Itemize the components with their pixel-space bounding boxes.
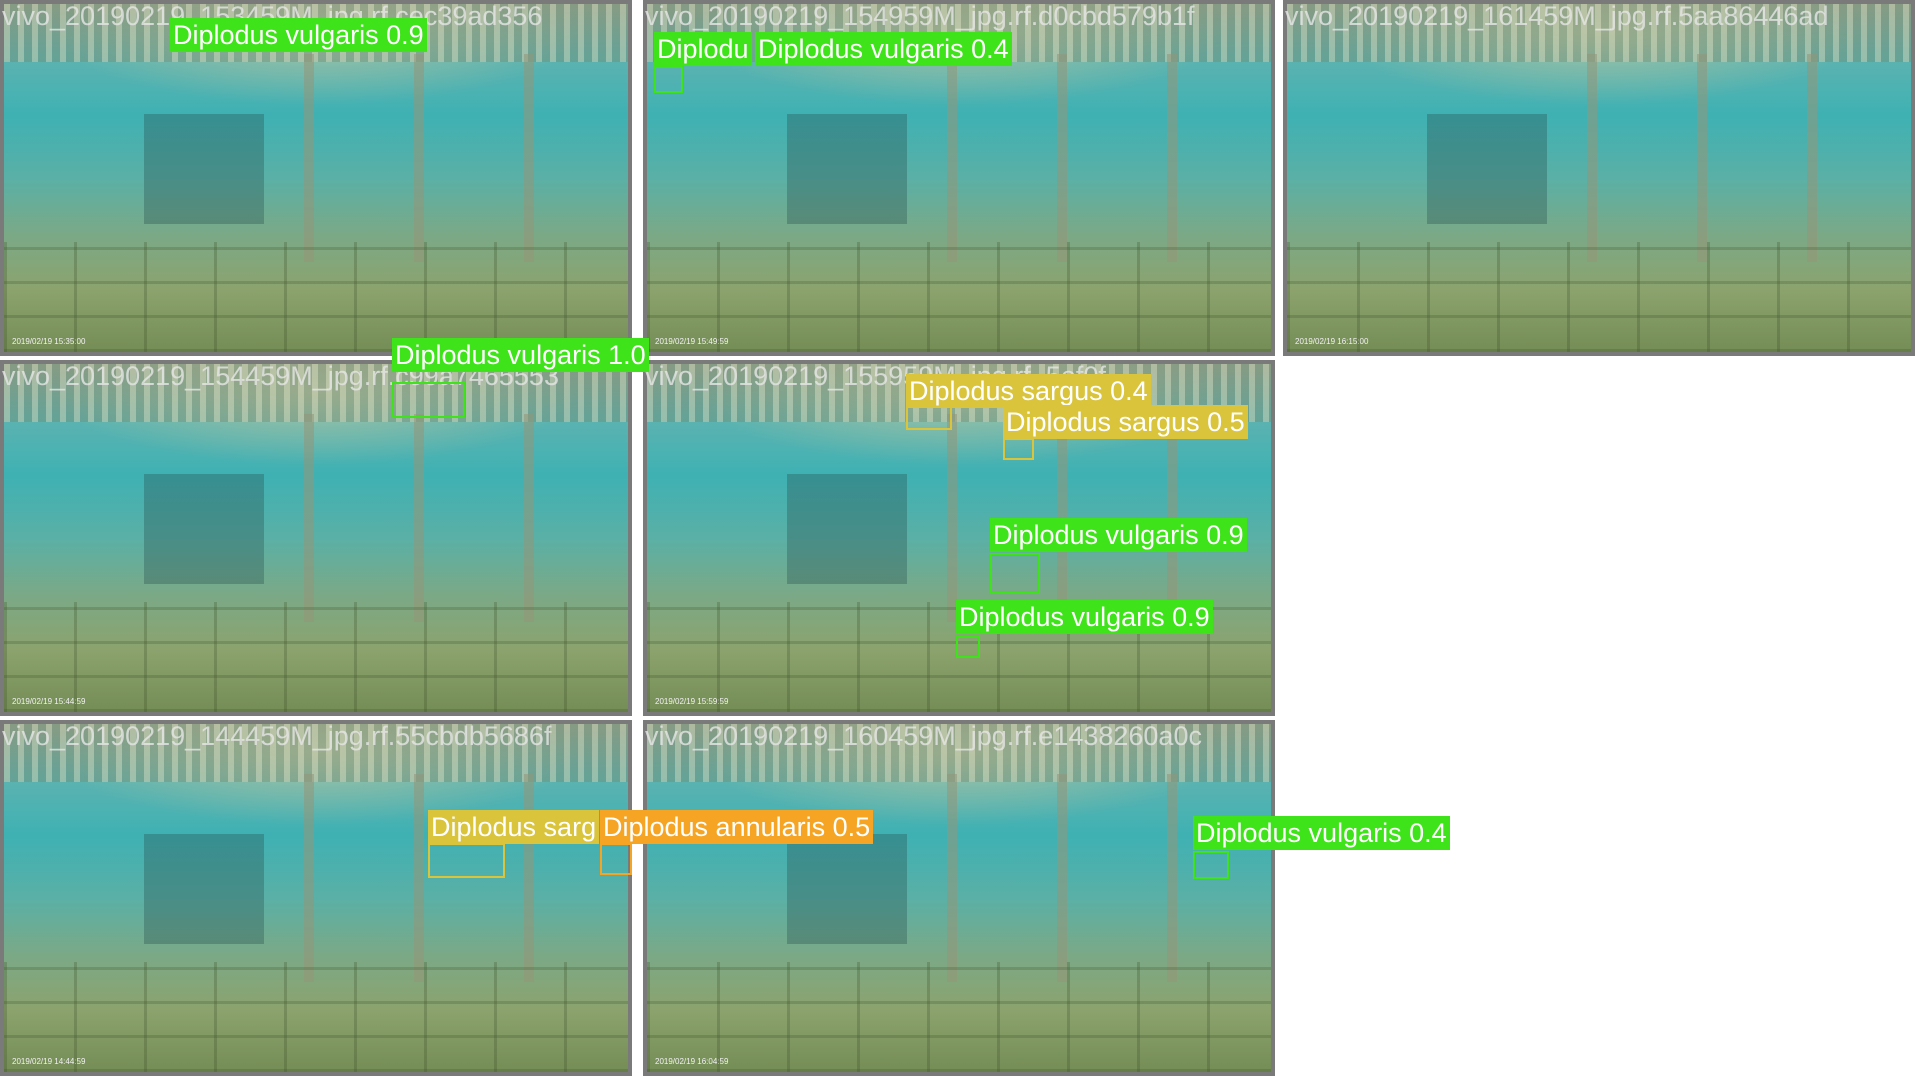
detection-box (1193, 851, 1229, 879)
detection-box (990, 553, 1040, 594)
detection-label: Diplodu (654, 32, 752, 66)
detection-label: Diplodus vulgaris 0.9 (956, 600, 1213, 634)
detection-label: Diplodus vulgaris 0.4 (1193, 816, 1450, 850)
detection-box (906, 405, 952, 430)
image-tile: 2019/02/19 15:44:59 vivo_20190219_154459… (0, 360, 632, 716)
underwater-photo: 2019/02/19 16:15:00 (1287, 4, 1911, 352)
image-tile: 2019/02/19 15:49:59 vivo_20190219_154959… (643, 0, 1275, 356)
image-filename: vivo_20190219_144459M_jpg.rf.55cbdb5686f (2, 721, 552, 751)
detection-label: Diplodus vulgaris 1.0 (392, 338, 649, 372)
detection-label: Diplodus vulgaris 0.4 (755, 32, 1012, 66)
detection-label: Diplodus vulgaris 0.9 (990, 518, 1247, 552)
detection-box (1003, 438, 1034, 460)
image-filename: vivo_20190219_160459M_jpg.rf.e1438260a0c (645, 721, 1202, 751)
image-tile: 2019/02/19 14:44:59 vivo_20190219_144459… (0, 720, 632, 1076)
image-filename: vivo_20190219_154959M_jpg.rf.d0cbd579b1f (645, 1, 1195, 31)
detection-label: Diplodus annularis 0.5 (600, 810, 874, 844)
image-tile: 2019/02/19 16:15:00 vivo_20190219_161459… (1283, 0, 1915, 356)
detection-box (956, 636, 980, 658)
detection-box (600, 843, 632, 875)
image-tile: 2019/02/19 15:35:00 vivo_20190219_153459… (0, 0, 632, 356)
detection-label: Diplodus sarg (428, 810, 600, 844)
image-filename: vivo_20190219_161459M_jpg.rf.5aa86446ad (1285, 1, 1829, 31)
image-tile: 2019/02/19 16:04:59 vivo_20190219_160459… (643, 720, 1275, 1076)
detection-box (392, 382, 465, 418)
underwater-photo: 2019/02/19 16:04:59 (647, 724, 1271, 1072)
detection-label: Diplodus sargus 0.4 (906, 374, 1151, 408)
underwater-photo: 2019/02/19 15:35:00 (4, 4, 628, 352)
underwater-photo: 2019/02/19 14:44:59 (4, 724, 628, 1072)
detection-box (428, 843, 505, 878)
underwater-photo: 2019/02/19 15:44:59 (4, 364, 628, 712)
detection-box (654, 66, 683, 93)
detection-label: Diplodus vulgaris 0.9 (170, 18, 427, 52)
detection-label: Diplodus sargus 0.5 (1003, 405, 1248, 439)
